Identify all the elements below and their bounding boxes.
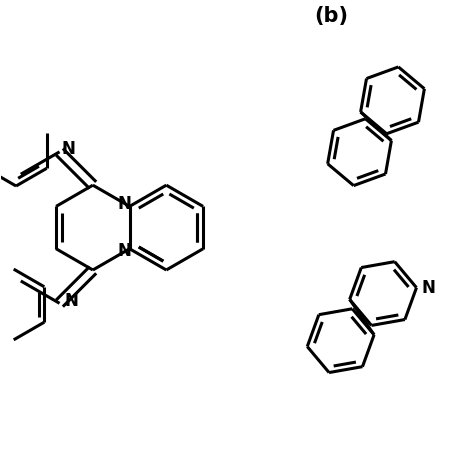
Text: (b): (b) bbox=[314, 6, 348, 26]
Text: N: N bbox=[118, 242, 132, 260]
Text: N: N bbox=[118, 195, 132, 213]
Text: N: N bbox=[61, 140, 75, 158]
Text: N: N bbox=[64, 292, 78, 310]
Text: N: N bbox=[421, 279, 435, 297]
